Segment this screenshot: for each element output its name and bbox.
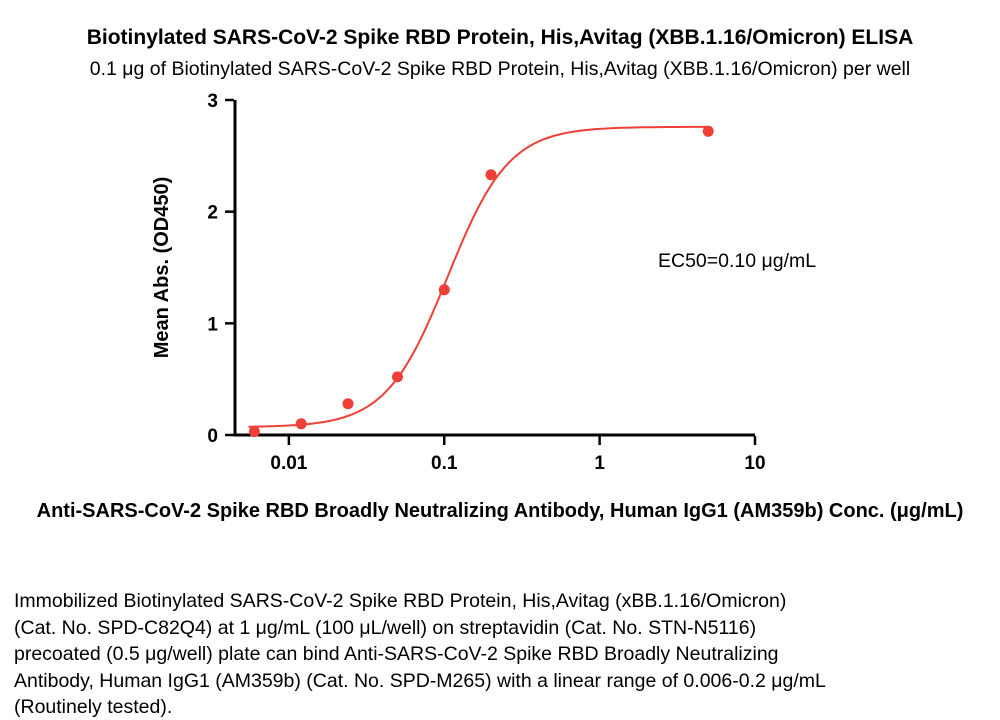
x-tick-label: 0.1 <box>431 453 458 474</box>
y-tick-label: 3 <box>207 91 218 112</box>
y-tick-label: 1 <box>207 314 218 335</box>
data-point <box>392 371 403 383</box>
data-point <box>342 398 354 410</box>
data-point <box>248 426 260 438</box>
description-line: (Routinely tested). <box>14 696 173 718</box>
ec50-annotation: EC50=0.10 μg/mL <box>658 250 817 272</box>
data-point <box>438 284 450 296</box>
x-tick-label: 10 <box>744 453 765 474</box>
elisa-dose-response-chart: 0 1 2 3 0.01 0.1 1 10 Mean Abs. (OD450) <box>151 91 766 474</box>
x-tick-label: 1 <box>594 453 605 474</box>
data-point <box>702 125 714 137</box>
x-tick-label: 0.01 <box>270 453 307 474</box>
description-line: precoated (0.5 μg/well) plate can bind A… <box>14 643 779 665</box>
figure-title: Biotinylated SARS-CoV-2 Spike RBD Protei… <box>86 26 914 49</box>
description-line: Immobilized Biotinylated SARS-CoV-2 Spik… <box>14 590 787 612</box>
figure-subtitle: 0.1 μg of Biotinylated SARS-CoV-2 Spike … <box>89 58 911 80</box>
figure-description: Immobilized Biotinylated SARS-CoV-2 Spik… <box>14 588 964 720</box>
description-line: (Cat. No. SPD-C82Q4) at 1 μg/mL (100 μL/… <box>14 616 757 639</box>
y-axis-label: Mean Abs. (OD450) <box>151 177 173 359</box>
y-tick-label: 0 <box>207 426 218 447</box>
y-tick-label: 2 <box>207 203 218 224</box>
data-point <box>485 169 497 181</box>
x-axis-caption: Anti-SARS-CoV-2 Spike RBD Broadly Neutra… <box>36 500 964 522</box>
data-point <box>295 418 307 430</box>
fit-curve <box>248 125 709 428</box>
description-line: Antibody, Human IgG1 (AM359b) (Cat. No. … <box>14 669 826 692</box>
